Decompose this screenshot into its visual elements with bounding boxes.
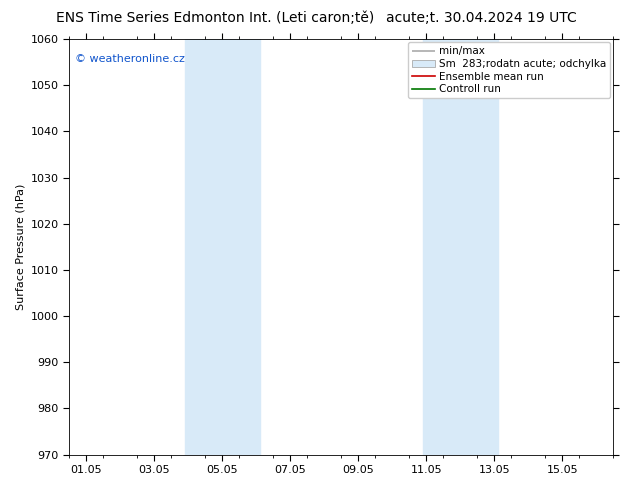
Text: © weatheronline.cz: © weatheronline.cz — [75, 54, 184, 64]
Text: ENS Time Series Edmonton Int. (Leti caron;tě): ENS Time Series Edmonton Int. (Leti caro… — [56, 11, 375, 25]
Bar — [423, 39, 498, 455]
Y-axis label: Surface Pressure (hPa): Surface Pressure (hPa) — [15, 184, 25, 310]
Text: acute;t. 30.04.2024 19 UTC: acute;t. 30.04.2024 19 UTC — [387, 11, 577, 25]
Bar — [184, 39, 259, 455]
Legend: min/max, Sm  283;rodatn acute; odchylka, Ensemble mean run, Controll run: min/max, Sm 283;rodatn acute; odchylka, … — [408, 42, 611, 98]
